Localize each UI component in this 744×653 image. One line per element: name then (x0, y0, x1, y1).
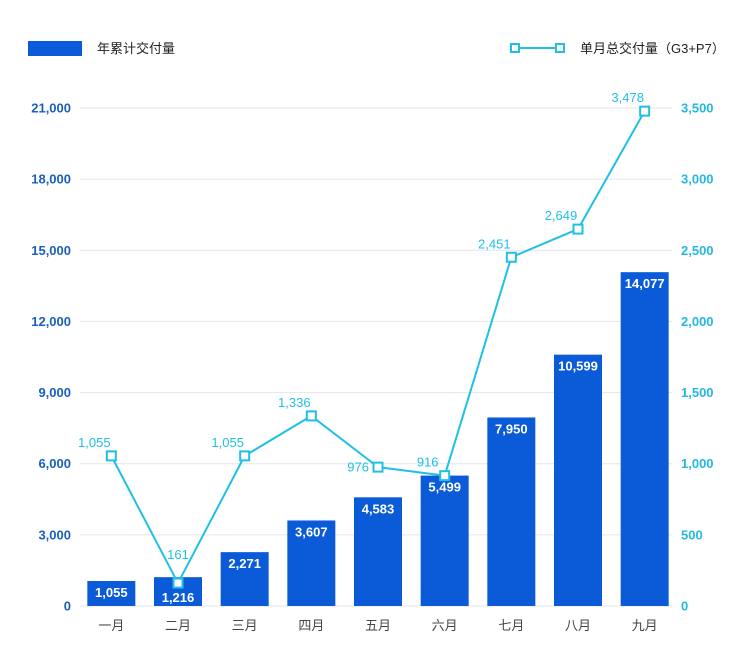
bar-value-label-1: 1,055 (95, 585, 128, 600)
legend-label-monthly: 单月总交付量（G3+P7） (580, 41, 725, 56)
right-y-tick-label-1000: 1,000 (681, 456, 714, 471)
line-value-label-5: 976 (347, 460, 369, 475)
bar-8 (554, 354, 602, 606)
right-y-axis: 0 500 1,000 1,500 2,000 2,500 3,000 3,500 (681, 101, 714, 614)
x-tick-label-1: 一月 (98, 618, 124, 633)
line-value-label-1: 1,055 (78, 435, 111, 450)
left-y-tick-label-18000: 18,000 (31, 172, 71, 187)
left-y-tick-label-3000: 3,000 (38, 527, 71, 542)
line-point-6 (439, 470, 451, 482)
line-value-label-6: 916 (417, 455, 439, 470)
x-tick-label-2: 二月 (165, 618, 191, 633)
line-value-label-3: 1,055 (211, 435, 244, 450)
bar-value-label-2: 1,216 (162, 590, 195, 605)
line-point-5 (372, 461, 384, 473)
bar-9 (620, 272, 669, 606)
line-point-2 (172, 577, 184, 589)
bar-value-label-8: 10,599 (558, 359, 598, 374)
line-value-label-7: 2,451 (478, 236, 511, 251)
legend: 年累计交付量 单月总交付量（G3+P7） (28, 41, 725, 56)
right-y-tick-label-0: 0 (681, 599, 688, 614)
line-point-3 (239, 450, 251, 462)
x-tick-label-3: 三月 (232, 618, 258, 633)
bar-6 (420, 475, 469, 606)
bar-3 (220, 552, 269, 606)
line-value-label-2: 161 (167, 547, 189, 562)
left-y-tick-label-0: 0 (64, 599, 71, 614)
right-y-tick-label-3000: 3,000 (681, 172, 714, 187)
right-y-tick-label-2000: 2,000 (681, 314, 714, 329)
x-tick-label-9: 九月 (632, 618, 658, 633)
legend-item-cumulative[interactable]: 年累计交付量 (28, 41, 175, 56)
bar-value-label-6: 5,499 (428, 480, 461, 495)
line-series: 1,055 161 1,055 1,336 976 916 2,451 2,649 3,478 (78, 90, 651, 589)
line-point-4 (305, 410, 317, 422)
right-y-tick-label-1500: 1,500 (681, 385, 714, 400)
legend-marker-left (510, 43, 520, 53)
line-value-label-4: 1,336 (278, 395, 311, 410)
bar-value-label-7: 7,950 (495, 421, 528, 436)
bar-series: 1,055 1,216 2,271 3,607 4,583 5,499 7,950 10,59… (87, 272, 669, 606)
bar-7 (487, 417, 536, 606)
legend-bar-swatch (28, 41, 82, 56)
x-tick-label-4: 四月 (298, 618, 324, 633)
line-point-7 (505, 251, 517, 263)
left-y-tick-label-21000: 21,000 (31, 101, 71, 116)
legend-marker-right (555, 43, 565, 53)
legend-label-cumulative: 年累计交付量 (97, 41, 175, 56)
bar-5 (354, 497, 402, 606)
bar-value-label-9: 14,077 (625, 276, 665, 291)
line-value-label-8: 2,649 (545, 208, 578, 223)
line-point-9 (639, 105, 651, 117)
left-y-tick-label-9000: 9,000 (38, 385, 71, 400)
line-point-1 (105, 450, 117, 462)
bar-value-label-4: 3,607 (295, 524, 328, 539)
line-point-8 (572, 223, 584, 235)
left-y-axis: 0 3,000 6,000 9,000 12,000 15,000 18,000 21,000 (31, 101, 71, 614)
left-y-tick-label-6000: 6,000 (38, 456, 71, 471)
right-y-tick-label-500: 500 (681, 527, 703, 542)
left-y-tick-label-12000: 12,000 (31, 314, 71, 329)
line-value-label-9: 3,478 (611, 90, 644, 105)
bar-4 (287, 520, 336, 606)
left-y-tick-label-15000: 15,000 (31, 243, 71, 258)
x-tick-label-7: 七月 (498, 618, 524, 633)
bar-value-label-3: 2,271 (228, 556, 261, 571)
right-y-tick-label-3500: 3,500 (681, 101, 714, 116)
x-tick-label-8: 八月 (565, 618, 591, 633)
right-y-tick-label-2500: 2,500 (681, 243, 714, 258)
legend-item-monthly[interactable]: 单月总交付量（G3+P7） (510, 41, 725, 56)
x-tick-label-6: 六月 (432, 618, 458, 633)
bar-value-label-5: 4,583 (362, 501, 395, 516)
x-axis: 一月 二月 三月 四月 五月 六月 七月 八月 九月 (98, 618, 657, 633)
x-tick-label-5: 五月 (365, 618, 391, 633)
bar-1 (87, 580, 136, 606)
